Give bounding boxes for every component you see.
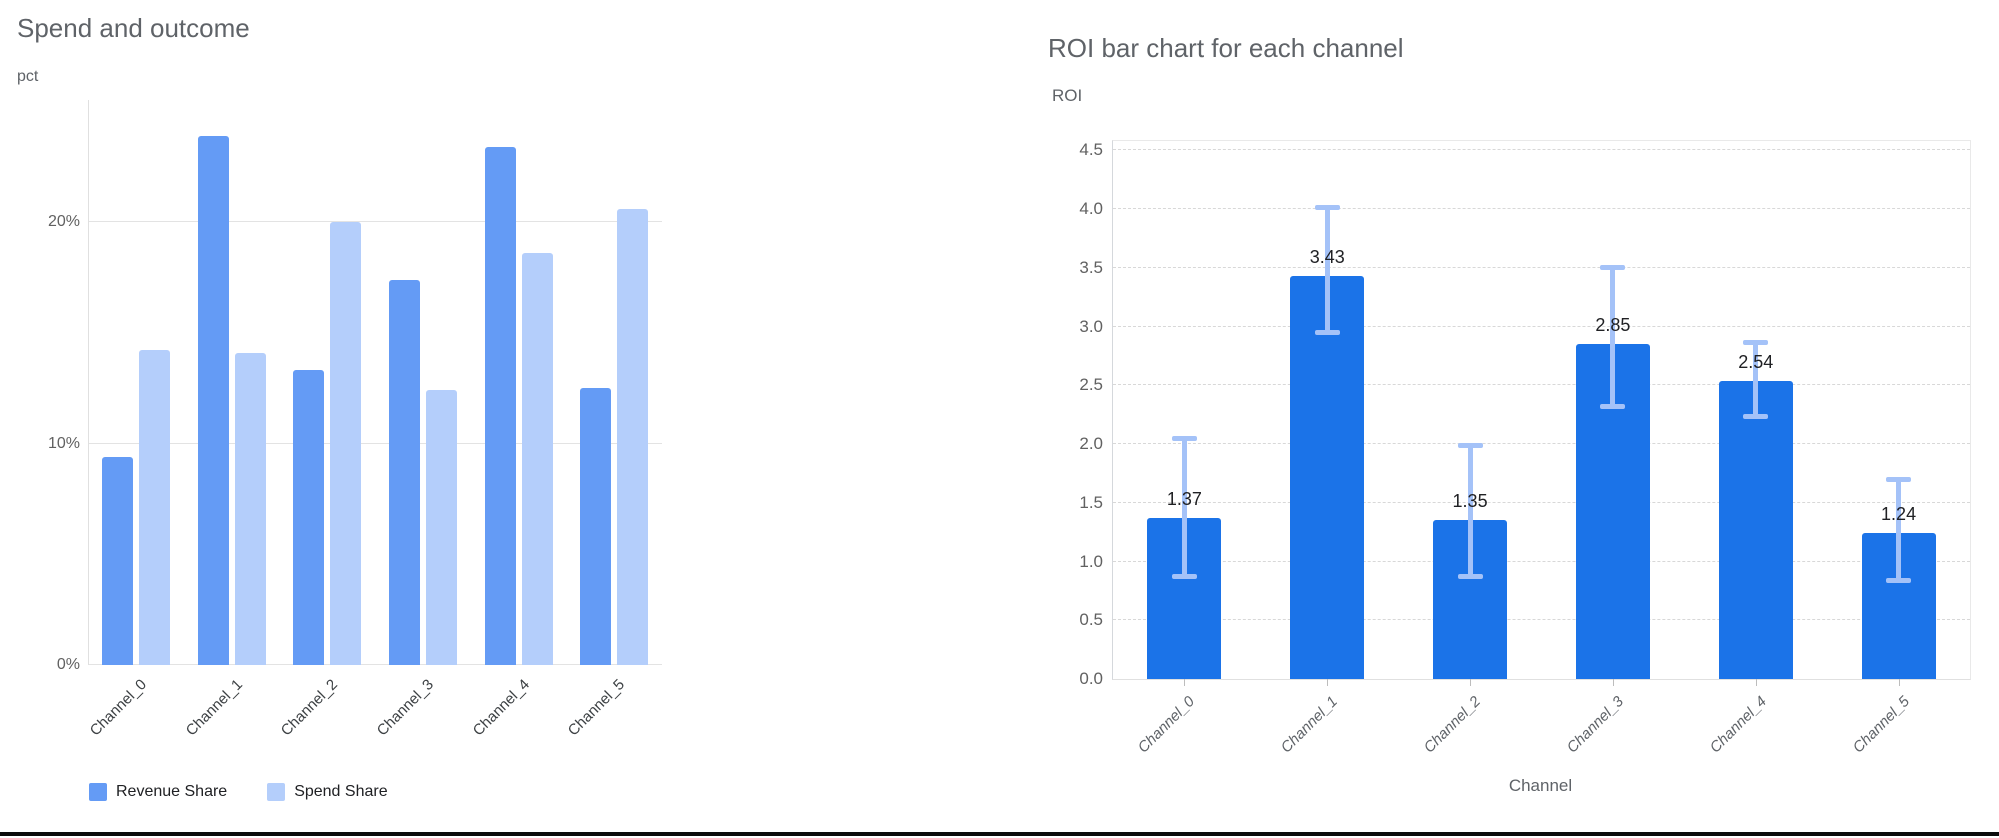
y-tick-label: 4.0	[1079, 199, 1103, 218]
y-tick-label: 1.5	[1079, 492, 1103, 512]
error-bar-cap-bottom	[1600, 404, 1626, 410]
gridline	[1113, 443, 1970, 444]
x-tick-label: Channel_2	[1420, 693, 1485, 757]
x-tick-mark	[1470, 679, 1472, 686]
bar-value-label: 3.43	[1309, 246, 1345, 267]
y-tick-label: 0.5	[1079, 610, 1103, 630]
bar-value-label: 1.37	[1166, 489, 1202, 510]
legend-item: Spend Share	[267, 783, 388, 801]
left-chart-y-axis-title: pct	[17, 68, 39, 85]
y-tick-label: 10%	[47, 434, 80, 452]
error-bar-cap-bottom	[1171, 573, 1197, 579]
gridline	[88, 221, 662, 222]
y-tick-label: 0.0	[1079, 669, 1103, 688]
right-chart-x-axis-title: Channel	[1508, 776, 1573, 795]
spend-share-bar[interactable]	[330, 222, 362, 665]
y-axis-line	[88, 100, 89, 665]
error-bar-whisker	[1467, 445, 1473, 576]
legend-label: Spend Share	[294, 783, 388, 800]
legend-swatch	[267, 783, 286, 801]
gridline	[88, 442, 662, 444]
error-bar-cap-bottom	[1743, 413, 1769, 419]
left-chart-title: Spend and outcome	[17, 13, 250, 43]
spend-share-bar[interactable]	[234, 352, 266, 665]
x-tick-label: Channel_4	[1706, 693, 1770, 757]
y-tick-label: 3.5	[1079, 257, 1103, 277]
error-bar-cap-top	[1743, 339, 1769, 345]
x-tick-label: Channel_5	[564, 676, 629, 740]
roi-bar[interactable]	[1290, 275, 1365, 679]
revenue-share-bar[interactable]	[484, 146, 516, 665]
gridline	[1113, 384, 1970, 386]
x-tick-label: Channel_3	[373, 676, 437, 740]
x-tick-label: Channel_5	[1849, 693, 1913, 757]
revenue-share-bar[interactable]	[580, 388, 612, 665]
gridline	[1113, 560, 1970, 562]
error-bar-whisker	[1753, 341, 1759, 416]
bar-value-label: 1.24	[1881, 504, 1917, 525]
spend-share-bar[interactable]	[617, 208, 649, 665]
revenue-share-bar[interactable]	[293, 370, 325, 665]
bar-value-label: 1.35	[1452, 491, 1488, 512]
revenue-share-bar[interactable]	[101, 456, 133, 665]
x-tick-mark	[1327, 679, 1329, 686]
right-chart-title: ROI bar chart for each channel	[1048, 33, 1404, 63]
x-tick-label: Channel_1	[1277, 693, 1342, 757]
legend-swatch	[89, 783, 107, 801]
y-tick-label: 4.5	[1079, 140, 1103, 160]
gridline	[1113, 266, 1970, 268]
error-bar-cap-top	[1600, 264, 1626, 270]
error-bar-whisker	[1610, 266, 1616, 407]
error-bar-whisker	[1896, 479, 1902, 581]
legend-item: Revenue Share	[89, 783, 227, 801]
error-bar-cap-bottom	[1314, 330, 1340, 336]
x-tick-mark	[1612, 679, 1614, 686]
x-tick-label: Channel_3	[1563, 693, 1627, 757]
x-tick-label: Channel_0	[1135, 693, 1199, 757]
gridline	[1113, 208, 1970, 209]
x-tick-label: Channel_0	[86, 676, 150, 740]
revenue-share-bar[interactable]	[197, 135, 229, 665]
x-tick-label: Channel_2	[277, 676, 342, 740]
spend-share-bar[interactable]	[425, 390, 457, 665]
gridline	[1113, 325, 1970, 327]
y-tick-label: 2.5	[1079, 375, 1103, 395]
right-chart-plot-area: 0.0 0.5 1.0 1.5 2.0 2.5 3.0 3.5 4.0 4.5 1.37 Channe…	[1079, 140, 1971, 756]
gridline	[88, 664, 662, 665]
x-tick-label: Channel_1	[182, 676, 246, 740]
right-chart-y-axis-title: ROI	[1052, 86, 1083, 105]
gridline	[1113, 149, 1970, 151]
y-tick-label: 1.0	[1079, 551, 1103, 571]
revenue-share-bar[interactable]	[388, 279, 420, 665]
x-tick-mark	[1184, 679, 1186, 686]
error-bar-cap-bottom	[1886, 578, 1912, 584]
x-tick-mark	[1755, 679, 1757, 686]
spend-share-bar[interactable]	[138, 350, 170, 665]
x-tick-mark	[1898, 679, 1900, 686]
error-bar-cap-top	[1457, 443, 1483, 449]
x-tick-label: Channel_4	[469, 676, 533, 740]
error-bar-cap-top	[1314, 204, 1340, 210]
spend-share-bar[interactable]	[521, 253, 553, 665]
error-bar-cap-bottom	[1457, 573, 1483, 579]
left-chart-plot-area: 0% 10% 20% Channel_0 Channel_1 Channel_2 Chann…	[48, 100, 662, 739]
bottom-divider	[0, 832, 1999, 836]
bar-value-label: 2.54	[1738, 351, 1774, 372]
error-bar-cap-top	[1171, 436, 1197, 442]
bar-value-label: 2.85	[1595, 315, 1631, 336]
y-tick-label: 3.0	[1079, 316, 1103, 336]
error-bar-cap-top	[1886, 477, 1912, 483]
left-chart-legend: Revenue Share Spend Share	[89, 783, 388, 801]
error-bar-whisker	[1181, 438, 1187, 576]
y-tick-label: 20%	[47, 213, 80, 230]
legend-label: Revenue Share	[116, 783, 228, 800]
y-tick-label: 0%	[56, 656, 80, 673]
gridline	[1113, 619, 1970, 621]
gridline	[1113, 501, 1970, 503]
roi-bar[interactable]	[1718, 380, 1793, 679]
y-tick-label: 2.0	[1079, 434, 1103, 453]
error-bar-whisker	[1324, 206, 1330, 333]
